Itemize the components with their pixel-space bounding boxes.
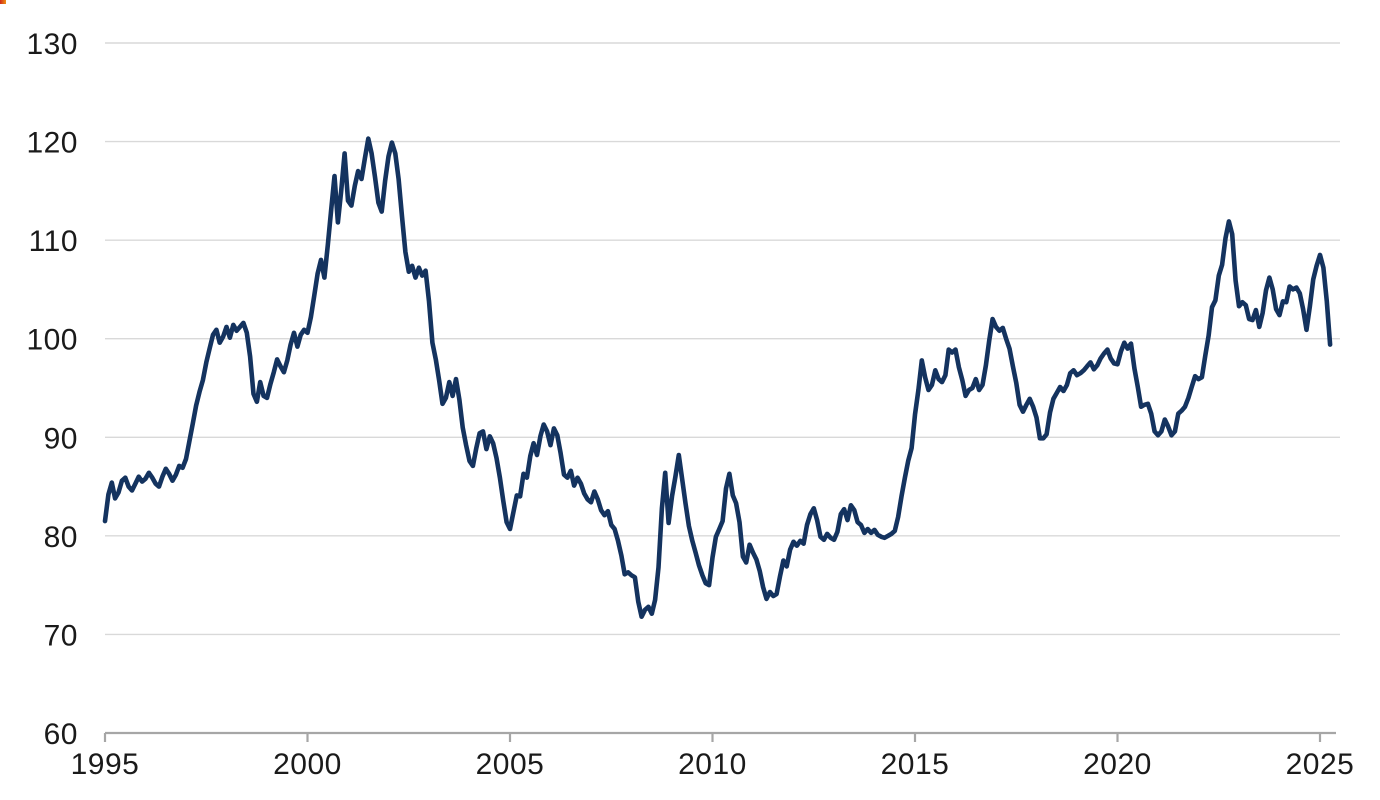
x-axis — [103, 731, 1336, 742]
x-tick-label-1995: 1995 — [71, 748, 140, 781]
y-tick-label-90: 90 — [44, 422, 78, 455]
x-tick-label-2015: 2015 — [881, 748, 950, 781]
y-tick-label-110: 110 — [29, 225, 78, 258]
gridlines — [105, 42, 1340, 636]
y-tick-label-100: 100 — [26, 324, 78, 357]
x-tick-label-2010: 2010 — [678, 748, 747, 781]
x-tick-label-2000: 2000 — [273, 748, 342, 781]
corner-logo-mark — [0, 0, 6, 4]
y-tick-label-60: 60 — [44, 718, 78, 751]
x-tick-label-2025: 2025 — [1286, 748, 1355, 781]
y-tick-label-130: 130 — [26, 28, 78, 61]
x-tick-label-2005: 2005 — [476, 748, 545, 781]
x-tick-label-2020: 2020 — [1083, 748, 1152, 781]
y-tick-label-70: 70 — [44, 619, 78, 652]
index-series-line — [102, 136, 1333, 619]
y-tick-label-120: 120 — [26, 127, 78, 160]
y-tick-label-80: 80 — [44, 521, 78, 554]
axis-tick-labels: 60 70 80 90 100 110 120 130 1995 2000 2005 2010 2015… — [26, 28, 1355, 781]
